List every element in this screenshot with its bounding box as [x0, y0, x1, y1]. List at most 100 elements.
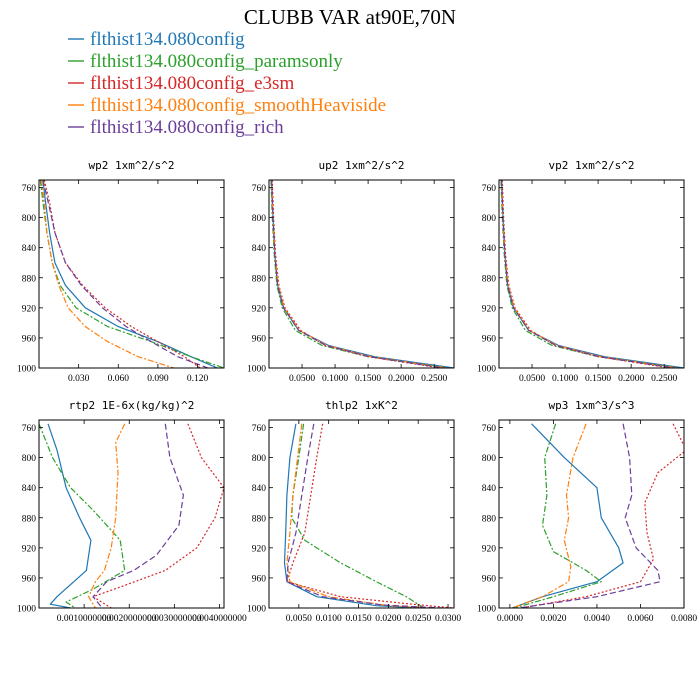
panel-title: vp2 1xm^2/s^2	[548, 159, 634, 172]
panel-title: up2 1xm^2/s^2	[318, 159, 404, 172]
x-tick-label: 0.0040000000	[192, 614, 247, 624]
x-tick-label: 0.0050	[286, 614, 312, 624]
x-tick-label: 0.2500	[651, 374, 677, 384]
series-line	[271, 180, 441, 368]
series-line	[501, 180, 678, 368]
series-line	[286, 423, 443, 608]
legend-entry: flthist134.080config_paramsonly	[90, 51, 343, 72]
series-line	[514, 423, 602, 608]
series-line	[43, 180, 201, 368]
legend-entry: flthist134.080config_e3sm	[90, 73, 294, 94]
x-tick-label: 0.0010000000	[57, 614, 112, 624]
legend-entry: flthist134.080config	[90, 29, 245, 50]
y-tick-label: 1000	[477, 365, 496, 375]
y-tick-label: 880	[22, 274, 37, 284]
figure-title: CLUBB VAR at90E,70N	[244, 5, 456, 29]
panel-title: rtp2 1E-6x(kg/kg)^2	[69, 399, 195, 412]
panel: rtp2 1E-6x(kg/kg)^2 760 800 840 880 920 960 100…	[17, 399, 247, 624]
y-tick-label: 760	[482, 184, 497, 194]
panel: up2 1xm^2/s^2 760 800 840 880 920 960 1000 0.050…	[247, 159, 455, 384]
y-tick-label: 880	[252, 514, 267, 524]
legend: flthist134.080configflthist134.080config…	[68, 29, 386, 138]
series-group	[511, 423, 684, 608]
y-tick-label: 760	[482, 424, 497, 434]
plot-frame	[38, 179, 225, 369]
series-line	[501, 180, 671, 368]
y-tick-label: 960	[482, 574, 497, 584]
panel-title: wp2 1xm^2/s^2	[88, 159, 174, 172]
x-tick-label: 0.2000	[618, 374, 644, 384]
series-line	[283, 423, 425, 608]
y-tick-label: 1000	[247, 365, 266, 375]
series-line	[92, 423, 224, 608]
x-tick-label: 0.0300	[435, 614, 461, 624]
plot-frame	[498, 419, 685, 609]
x-tick-label: 0.0500	[519, 374, 545, 384]
x-tick-label: 0.2500	[421, 374, 447, 384]
series-line	[501, 180, 684, 368]
series-line	[511, 423, 587, 608]
series-line	[47, 423, 92, 608]
series-group	[270, 180, 454, 368]
y-tick-label: 840	[482, 244, 497, 254]
series-group	[283, 423, 454, 608]
series-group	[500, 180, 684, 368]
y-tick-label: 840	[252, 244, 267, 254]
series-line	[270, 180, 448, 368]
x-tick-label: 0.0020000000	[102, 614, 157, 624]
y-tick-label: 760	[22, 424, 37, 434]
plot-frame	[38, 419, 225, 609]
y-tick-label: 960	[482, 334, 497, 344]
plot-frame	[498, 179, 685, 369]
series-line	[520, 423, 684, 608]
series-line	[501, 180, 675, 368]
legend-entry: flthist134.080config_rich	[90, 117, 284, 138]
x-tick-label: 0.030	[68, 374, 90, 384]
y-tick-label: 800	[482, 214, 497, 224]
y-tick-label: 1000	[17, 605, 36, 615]
y-tick-label: 880	[482, 514, 497, 524]
y-tick-label: 800	[22, 214, 37, 224]
series-line	[87, 423, 126, 608]
x-tick-label: 0.0030000000	[147, 614, 202, 624]
panel-grid: wp2 1xm^2/s^2 760 800 840 880 920 960 1000 0.030…	[17, 159, 697, 624]
series-line	[286, 423, 454, 608]
y-tick-label: 800	[252, 454, 267, 464]
x-tick-label: 0.0000	[497, 614, 523, 624]
series-line	[291, 423, 425, 608]
x-tick-label: 0.1500	[355, 374, 381, 384]
legend-entry: flthist134.080config_smoothHeaviside	[90, 95, 386, 116]
series-line	[42, 180, 209, 368]
series-line	[518, 423, 661, 608]
y-tick-label: 920	[482, 544, 497, 554]
y-tick-label: 760	[22, 184, 37, 194]
y-tick-label: 920	[252, 304, 267, 314]
y-tick-label: 840	[22, 244, 37, 254]
y-tick-label: 920	[22, 544, 37, 554]
y-tick-label: 800	[482, 454, 497, 464]
plot-frame	[268, 179, 455, 369]
series-line	[271, 180, 445, 368]
x-tick-label: 0.060	[108, 374, 130, 384]
y-tick-label: 880	[252, 274, 267, 284]
y-tick-label: 1000	[477, 605, 496, 615]
x-tick-label: 0.0200	[375, 614, 401, 624]
x-tick-label: 0.0100	[316, 614, 342, 624]
x-tick-label: 0.0150	[345, 614, 371, 624]
y-tick-label: 840	[22, 484, 37, 494]
panel: thlp2 1xK^2 760 800 840 880 920 960 1000 0.0050 0…	[247, 399, 461, 624]
y-tick-label: 960	[252, 574, 267, 584]
panel-title: wp3 1xm^3/s^3	[548, 399, 634, 412]
y-tick-label: 960	[22, 334, 37, 344]
x-tick-label: 0.0250	[405, 614, 431, 624]
y-tick-label: 840	[482, 484, 497, 494]
y-tick-label: 760	[252, 184, 267, 194]
series-line	[41, 180, 174, 368]
y-tick-label: 1000	[247, 605, 266, 615]
x-tick-label: 0.090	[147, 374, 169, 384]
series-line	[271, 180, 454, 368]
panel: wp2 1xm^2/s^2 760 800 840 880 920 960 1000 0.030…	[17, 159, 225, 384]
y-tick-label: 880	[22, 514, 37, 524]
series-line	[39, 423, 126, 608]
